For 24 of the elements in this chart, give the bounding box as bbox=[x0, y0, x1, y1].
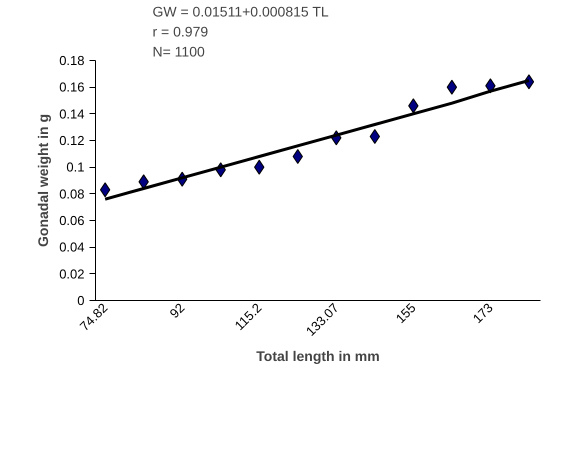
text: GW = 0.01511+0.000815 TL bbox=[152, 4, 329, 20]
text: r = 0.979 bbox=[152, 24, 208, 40]
y-tick-label: 0 bbox=[77, 293, 85, 308]
y-tick-label: 0.04 bbox=[59, 240, 85, 255]
y-tick-label: 0.18 bbox=[59, 53, 85, 68]
point bbox=[446, 80, 458, 95]
point bbox=[100, 182, 110, 198]
x-tick-label: 155 bbox=[392, 300, 419, 326]
y-tick-label: 0.1 bbox=[66, 160, 85, 175]
y-tick-label: 0.02 bbox=[59, 266, 85, 282]
x-axis-title: Total length in mm bbox=[256, 348, 380, 364]
x-tick-label: 173 bbox=[470, 300, 496, 326]
y-tick-label: 0.06 bbox=[59, 213, 85, 228]
y-tick-label: 0.08 bbox=[59, 186, 85, 202]
text: N= 1100 bbox=[152, 44, 205, 60]
point bbox=[292, 149, 303, 164]
x-tick-label: 92 bbox=[166, 300, 188, 322]
y-tick-label: 0.16 bbox=[59, 80, 85, 95]
point bbox=[138, 174, 149, 190]
y-tick-label: 0.14 bbox=[59, 106, 85, 122]
point bbox=[370, 129, 380, 144]
y-tick-label: 0.12 bbox=[59, 133, 85, 148]
point bbox=[408, 98, 419, 114]
y-axis-title: Gonadal weight in g bbox=[35, 114, 52, 247]
